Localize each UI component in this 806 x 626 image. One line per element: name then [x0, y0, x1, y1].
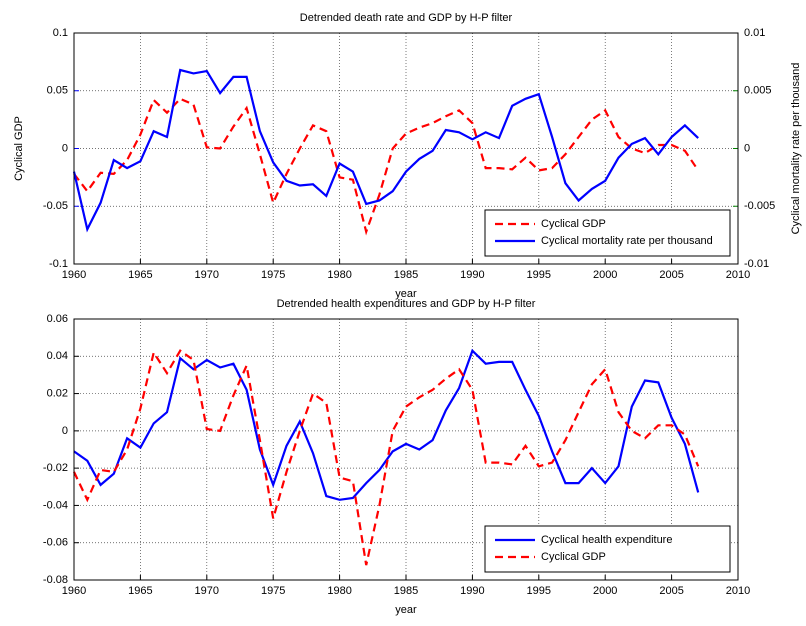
legend: Cyclical health expenditure Cyclical GDP [484, 525, 731, 573]
subplot: Detrended death rate and GDP by H-P filt… [13, 12, 802, 300]
legend-label: Cyclical mortality rate per thousand [541, 235, 713, 247]
x-tick-label: 2000 [593, 269, 617, 281]
y2-axis-label: Cyclical mortality rate per thousand [790, 63, 802, 235]
x-tick-label: 2000 [593, 585, 617, 597]
y2-tick-label: 0 [744, 142, 750, 154]
legend-box [484, 525, 731, 573]
y-tick-label: 0.1 [53, 27, 68, 39]
x-axis-label: year [395, 604, 417, 616]
x-tick-label: 2010 [726, 269, 750, 281]
chart-title: Detrended health expenditures and GDP by… [277, 298, 536, 310]
chart-title: Detrended death rate and GDP by H-P filt… [300, 12, 513, 24]
y-tick-label: 0 [62, 142, 68, 154]
x-tick-label: 1975 [261, 269, 285, 281]
y-tick-label: -0.08 [43, 574, 68, 586]
y-tick-label: -0.06 [43, 537, 68, 549]
x-tick-label: 2005 [659, 585, 683, 597]
x-tick-label: 2010 [726, 585, 750, 597]
data-line [72, 68, 699, 233]
legend-label: Cyclical GDP [541, 551, 606, 563]
data-line [73, 97, 700, 236]
y-tick-label: 0.04 [47, 350, 68, 362]
y-tick-label: -0.02 [43, 462, 68, 474]
x-tick-label: 1995 [527, 585, 551, 597]
x-tick-label: 1985 [394, 585, 418, 597]
data-line [73, 349, 700, 566]
axes-box [73, 32, 739, 265]
y-tick-label: 0.02 [47, 387, 68, 399]
y2-tick-label: 0.005 [744, 85, 772, 97]
x-tick-label: 1975 [261, 585, 285, 597]
legend: Cyclical GDP Cyclical mortality rate per … [484, 209, 731, 257]
x-tick-label: 1965 [128, 585, 152, 597]
legend-box [484, 209, 731, 257]
x-tick-label: 1970 [195, 585, 219, 597]
legend-label: Cyclical GDP [541, 218, 606, 230]
y-tick-label: 0 [62, 425, 68, 437]
data-line [73, 348, 700, 501]
x-tick-label: 1990 [460, 585, 484, 597]
x-tick-label: 1995 [527, 269, 551, 281]
y-tick-label: -0.04 [43, 499, 68, 511]
axes-box [73, 318, 739, 581]
x-tick-label: 1960 [62, 269, 86, 281]
legend-label: Cyclical health expenditure [541, 534, 672, 546]
x-tick-label: 1960 [62, 585, 86, 597]
x-tick-label: 1970 [195, 269, 219, 281]
y-tick-label: 0.05 [47, 85, 68, 97]
y-tick-label: -0.05 [43, 200, 68, 212]
y2-tick-label: -0.01 [744, 258, 769, 270]
x-tick-label: 1980 [327, 585, 351, 597]
x-tick-label: 1965 [128, 269, 152, 281]
y-tick-label: 0.06 [47, 313, 68, 325]
y-tick-label: -0.1 [49, 258, 68, 270]
y-axis-label: Cyclical GDP [13, 116, 25, 181]
x-tick-label: 2005 [659, 269, 683, 281]
x-tick-label: 1990 [460, 269, 484, 281]
x-tick-label: 1985 [394, 269, 418, 281]
y2-tick-label: -0.005 [744, 200, 775, 212]
subplot: Detrended health expenditures and GDP by… [43, 298, 750, 616]
x-axis-label: year [395, 288, 417, 300]
y2-tick-label: 0.01 [744, 27, 765, 39]
x-tick-label: 1980 [327, 269, 351, 281]
